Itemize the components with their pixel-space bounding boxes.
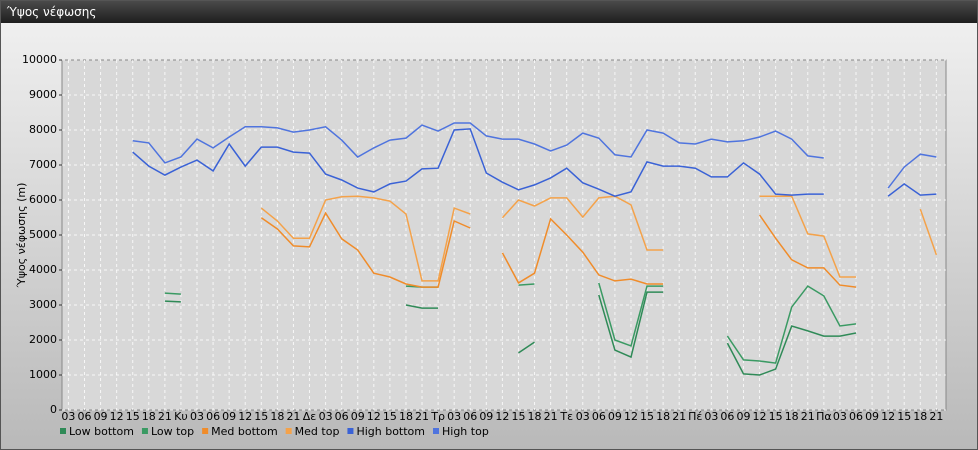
y-tick-label: 1000 <box>29 368 57 381</box>
x-tick-label: 15 <box>254 410 268 423</box>
x-tick-label: 09 <box>479 410 493 423</box>
x-tick-label: 03 <box>576 410 590 423</box>
y-tick-label: 7000 <box>29 158 57 171</box>
x-tick-label: 18 <box>399 410 413 423</box>
x-tick-label: 18 <box>913 410 927 423</box>
y-tick-label: 5000 <box>29 228 57 241</box>
legend-label: High bottom <box>356 425 425 438</box>
series-line <box>260 211 857 288</box>
y-tick-label: 0 <box>50 403 57 416</box>
x-tick-label: 06 <box>206 410 220 423</box>
x-tick-label: 18 <box>142 410 156 423</box>
series-line <box>132 122 937 189</box>
x-tick-label: 12 <box>495 410 509 423</box>
x-tick-label: 03 <box>61 410 75 423</box>
x-tick-label: 18 <box>656 410 670 423</box>
series-line <box>164 291 857 376</box>
x-tick-label: 03 <box>833 410 847 423</box>
x-tick-label: 15 <box>126 410 140 423</box>
legend-swatch <box>347 428 354 434</box>
x-tick-label: 15 <box>769 410 783 423</box>
x-tick-label: 12 <box>881 410 895 423</box>
x-tick-label: 18 <box>270 410 284 423</box>
x-tick-label: 03 <box>704 410 718 423</box>
legend-label: High top <box>442 425 489 438</box>
x-tick-label: Κυ <box>174 410 188 423</box>
x-tick-label: Τε <box>559 410 573 423</box>
x-tick-label: 15 <box>511 410 525 423</box>
x-tick-label: 06 <box>592 410 606 423</box>
x-tick-label: 18 <box>528 410 542 423</box>
x-tick-label: 12 <box>753 410 767 423</box>
x-tick-label: 03 <box>319 410 333 423</box>
x-tick-label: 03 <box>447 410 461 423</box>
x-tick-label: Πέ <box>688 410 702 423</box>
x-tick-label: 15 <box>640 410 654 423</box>
y-tick-label: 3000 <box>29 298 57 311</box>
x-tick-label: 12 <box>238 410 252 423</box>
x-tick-label: Δε <box>303 410 317 423</box>
y-axis-label: Ύψος νέφωσης (m) <box>15 183 28 289</box>
x-tick-label: 09 <box>865 410 879 423</box>
x-tick-label: 15 <box>383 410 397 423</box>
x-tick-label: 15 <box>897 410 911 423</box>
series-line <box>260 195 938 282</box>
legend-label: Low top <box>151 425 194 438</box>
x-tick-label: Πα <box>816 410 832 423</box>
x-tick-label: 06 <box>849 410 863 423</box>
x-tick-label: 06 <box>335 410 349 423</box>
y-tick-label: 9000 <box>29 88 57 101</box>
x-tick-label: 06 <box>720 410 734 423</box>
y-tick-label: 6000 <box>29 193 57 206</box>
x-tick-label: 21 <box>672 410 686 423</box>
x-tick-label: 06 <box>463 410 477 423</box>
legend-label: Med top <box>295 425 340 438</box>
legend-swatch <box>433 428 439 434</box>
x-tick-label: 09 <box>94 410 108 423</box>
x-tick-label: 09 <box>608 410 622 423</box>
y-tick-label: 8000 <box>29 123 57 136</box>
x-tick-label: 21 <box>801 410 815 423</box>
chart: Ύψος νέφωσης (m) 0 1000 2000 3000 4000 5000 60… <box>15 53 947 438</box>
y-tick-label: 10000 <box>22 53 57 66</box>
x-tick-label: 21 <box>929 410 943 423</box>
x-tick-label: 21 <box>544 410 558 423</box>
x-tick-label: 12 <box>110 410 124 423</box>
title-bar: Ύψος νέφωσης <box>1 1 977 23</box>
x-tick-label: Τρ <box>430 410 445 423</box>
x-tick-label: 21 <box>158 410 172 423</box>
x-tick-label: 12 <box>367 410 381 423</box>
y-tick-label: 2000 <box>29 333 57 346</box>
x-tick-label: 09 <box>351 410 365 423</box>
x-tick-label: 21 <box>415 410 429 423</box>
legend-swatch <box>285 428 292 434</box>
legend-label: Low bottom <box>69 425 134 438</box>
x-tick-label: 21 <box>286 410 300 423</box>
x-tick-label: 09 <box>222 410 236 423</box>
legend-label: Med bottom <box>211 425 278 438</box>
x-tick-label: 09 <box>736 410 750 423</box>
series-line <box>132 128 937 197</box>
y-tick-label: 4000 <box>29 263 57 276</box>
x-tick-label: 03 <box>190 410 204 423</box>
x-tick-label: 06 <box>78 410 92 423</box>
legend-swatch <box>60 428 66 434</box>
x-tick-label: 18 <box>785 410 799 423</box>
x-tick-label: 12 <box>624 410 638 423</box>
legend-swatch <box>141 428 148 434</box>
legend-swatch <box>202 428 209 434</box>
